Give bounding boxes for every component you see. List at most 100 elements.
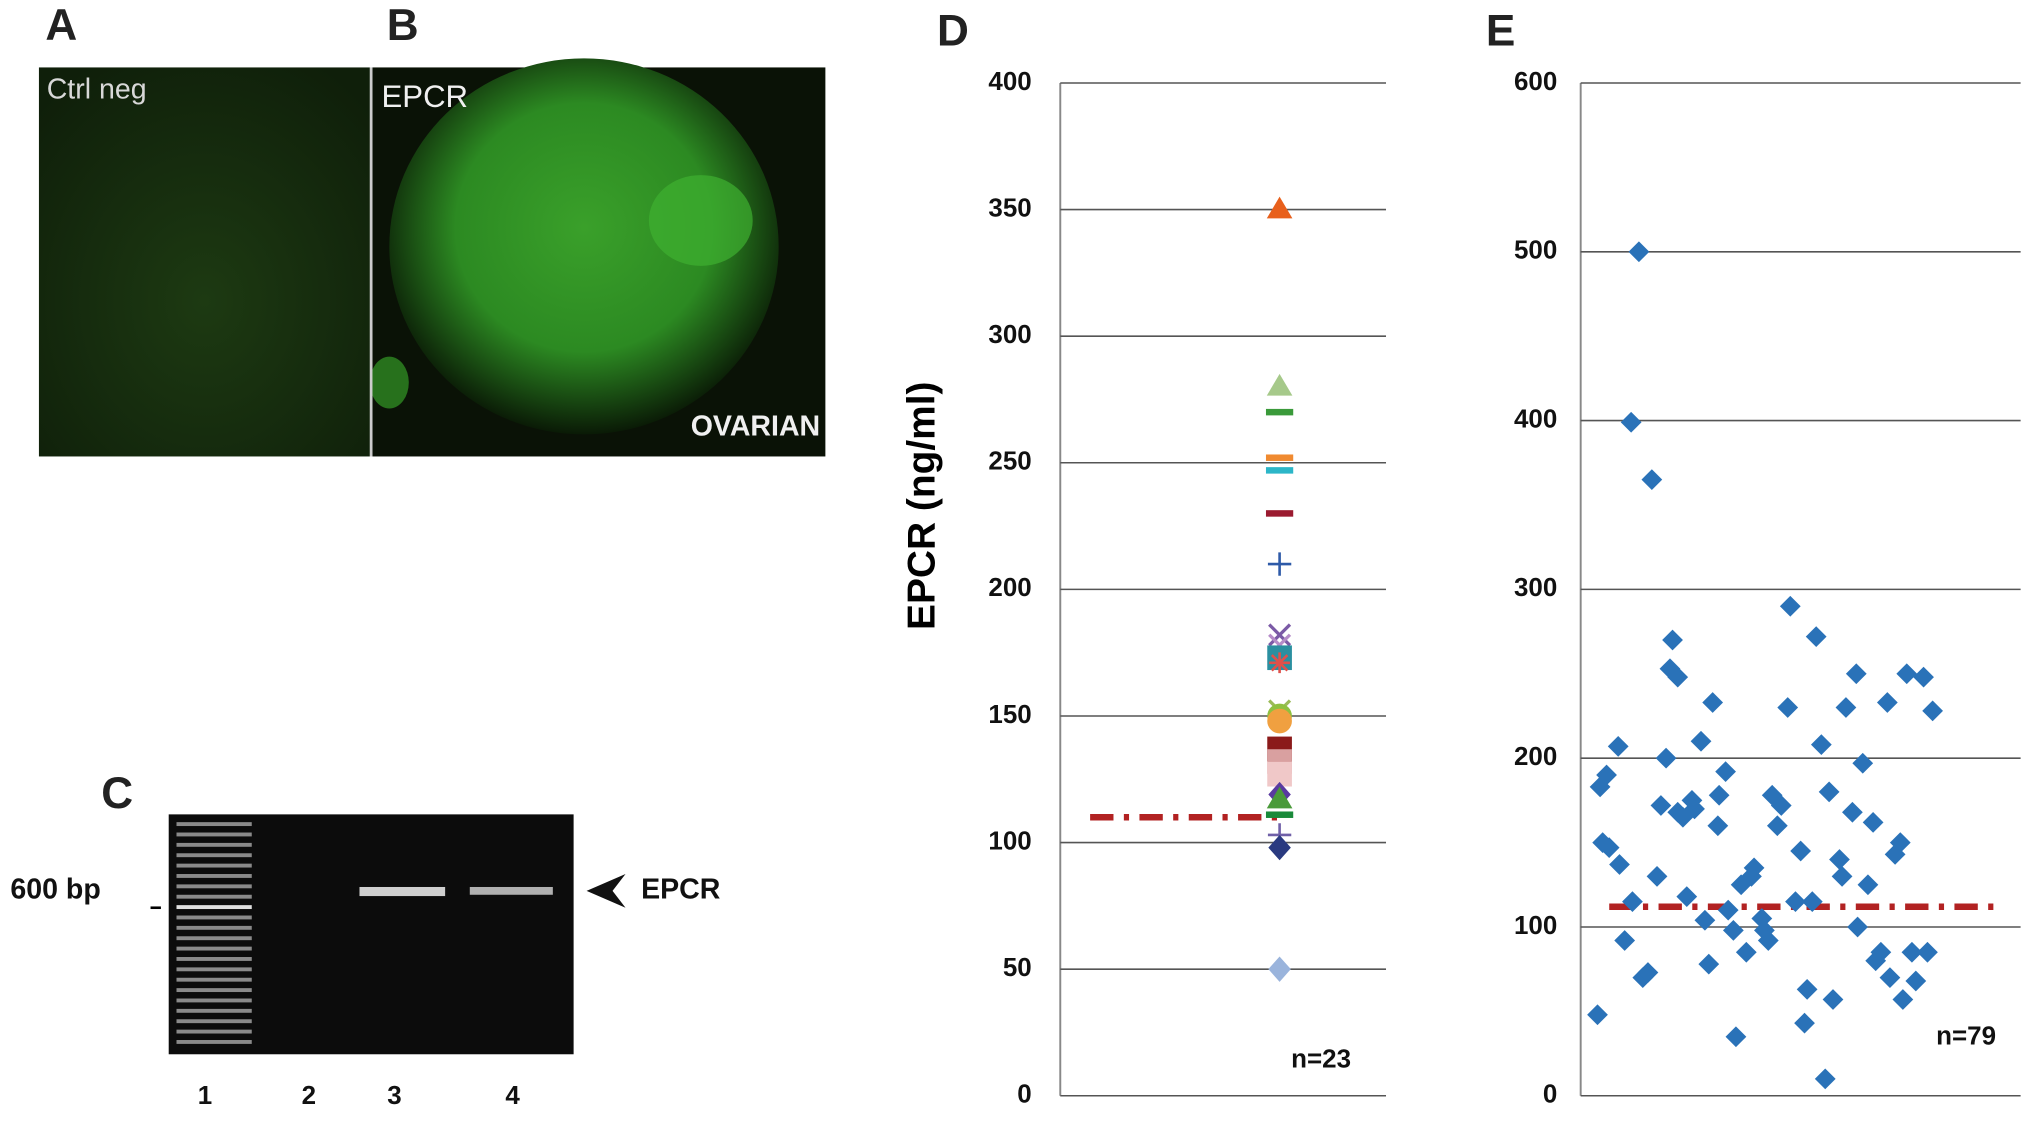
point [1708, 784, 1730, 806]
point [1785, 891, 1806, 913]
point [1862, 811, 1884, 833]
y-axis-label: EPCR (ng/ml) [900, 382, 943, 630]
point [1757, 930, 1779, 951]
gel-band [359, 886, 446, 897]
gel-band [469, 886, 553, 895]
ladder-band [176, 884, 252, 889]
point [1622, 891, 1643, 913]
marker [1268, 834, 1291, 861]
point [1725, 1026, 1747, 1048]
marker [1265, 467, 1294, 474]
point [1922, 700, 1944, 722]
cell-cluster [389, 58, 779, 435]
panel-label: D [937, 6, 969, 55]
marker [1266, 786, 1293, 809]
marker [1266, 373, 1293, 396]
lane-label: 2 [302, 1082, 316, 1110]
panel-label: A [45, 1, 77, 50]
point [1822, 989, 1844, 1010]
y-tick-label: 300 [988, 321, 1031, 349]
point [1641, 469, 1663, 491]
y-tick-label: 600 [1514, 68, 1557, 96]
point [1770, 795, 1792, 816]
lane-label: 1 [198, 1082, 212, 1110]
ladder-band [176, 998, 252, 1003]
point [1702, 692, 1724, 713]
point [1913, 666, 1934, 688]
point [1835, 697, 1857, 718]
ladder-band [176, 853, 252, 858]
point [1917, 941, 1938, 963]
point [1818, 781, 1840, 803]
marker [1269, 652, 1290, 674]
y-tick-label: 300 [1514, 574, 1557, 602]
panel-label: E [1486, 6, 1515, 55]
marker [1268, 956, 1291, 982]
y-tick-label: 100 [988, 827, 1031, 855]
point [1735, 941, 1757, 963]
point [1743, 857, 1765, 879]
ladder-band [176, 832, 252, 837]
micrograph [38, 67, 370, 457]
point [1829, 849, 1850, 870]
point [1857, 874, 1879, 896]
marker [1267, 708, 1292, 734]
lane-label: 3 [387, 1082, 401, 1110]
marker [1268, 623, 1292, 647]
ladder-band [176, 905, 252, 910]
y-tick-label: 500 [1514, 237, 1557, 265]
point [1879, 967, 1901, 988]
point [1814, 1068, 1836, 1090]
ladder-band [176, 842, 252, 847]
point [1650, 795, 1672, 816]
annotation: n=23 [1291, 1046, 1351, 1074]
y-tick-label: 400 [1514, 405, 1557, 433]
gel-image [168, 814, 574, 1055]
point [1845, 663, 1867, 685]
point [1810, 734, 1832, 756]
ladder-band [176, 946, 252, 951]
point [1620, 411, 1642, 433]
ladder-band [176, 822, 252, 827]
point [1676, 886, 1698, 907]
ladder-band [176, 1019, 252, 1024]
marker [1266, 196, 1293, 219]
point [1587, 1004, 1608, 1026]
y-tick-label: 200 [1514, 743, 1557, 771]
point [1842, 801, 1863, 823]
marker [1265, 454, 1294, 461]
point [1766, 815, 1788, 837]
point [1794, 1012, 1815, 1034]
point [1667, 666, 1689, 688]
ladder [176, 822, 252, 1044]
lane-label: 4 [505, 1082, 520, 1110]
y-tick-label: 50 [1003, 954, 1032, 982]
ladder-band [176, 936, 252, 941]
point [1831, 865, 1853, 887]
point [1646, 865, 1668, 887]
point [1655, 747, 1677, 769]
point [1905, 970, 1927, 992]
point [1609, 854, 1630, 875]
ladder-band [176, 977, 252, 982]
point [1777, 697, 1799, 718]
point [1596, 764, 1617, 786]
ladder-band [176, 988, 252, 993]
point [1790, 840, 1812, 862]
point [1694, 909, 1716, 931]
point [1896, 663, 1918, 685]
panel-label: C [101, 769, 133, 818]
cell [369, 356, 409, 409]
image-caption: Ctrl neg [47, 73, 147, 105]
y-tick-label: 0 [1017, 1081, 1031, 1109]
cell [648, 175, 753, 266]
point [1901, 941, 1923, 963]
ladder-band [176, 915, 252, 920]
ladder-band [176, 894, 252, 899]
marker [1265, 408, 1294, 416]
point [1684, 798, 1705, 820]
point [1717, 899, 1739, 921]
point [1852, 752, 1874, 774]
ladder-band [176, 863, 252, 868]
